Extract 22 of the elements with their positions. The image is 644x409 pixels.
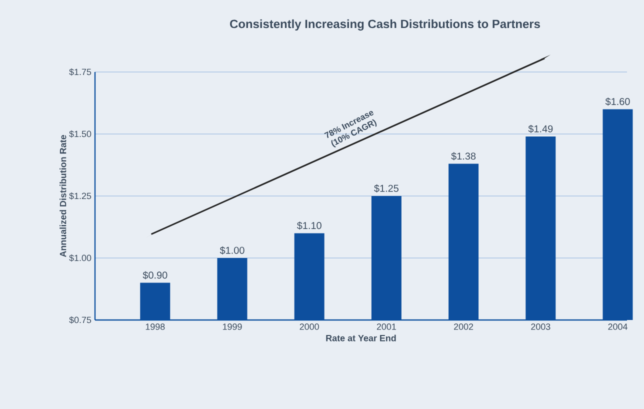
x-tick-label: 1998 [146, 324, 165, 330]
data-label: $1.38 [451, 152, 476, 160]
data-label: $1.10 [296, 222, 322, 230]
x-tick-label: 2004 [608, 324, 628, 330]
x-tick-label: 2001 [376, 324, 396, 330]
y-axis-title: Annualized Distribution Rate [60, 135, 66, 258]
x-tick-label: 2002 [454, 324, 474, 330]
y-tick-label: $1.00 [69, 254, 92, 262]
y-tick-label: $1.50 [69, 130, 92, 138]
data-label: $1.25 [374, 184, 398, 192]
y-tick-label: $0.75 [69, 316, 92, 324]
x-tick-label: 1999 [222, 324, 242, 330]
y-tick-label: $1.75 [69, 68, 92, 76]
data-label: $1.00 [220, 246, 244, 254]
y-tick-label: $1.25 [69, 192, 92, 200]
x-tick-label: 2000 [300, 324, 319, 330]
data-label: $1.60 [605, 98, 630, 106]
data-label: $1.49 [528, 124, 553, 133]
x-axis-title: Rate at Year End [326, 334, 396, 342]
data-label: $0.90 [142, 271, 168, 280]
chart-title: Consistently Increasing Cash Distributions to Partners [230, 19, 540, 31]
x-tick-label: 2003 [531, 324, 550, 330]
